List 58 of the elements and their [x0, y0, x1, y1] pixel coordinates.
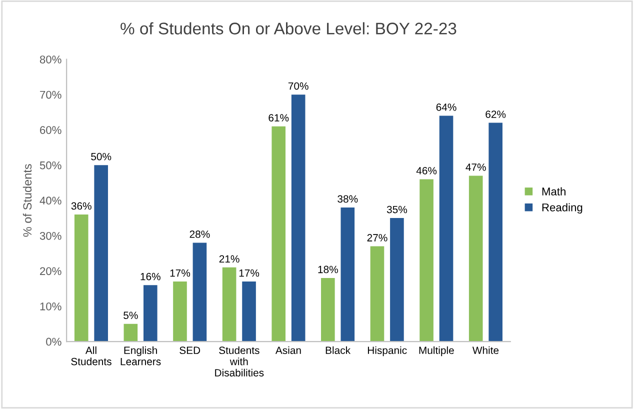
- data-label: 46%: [416, 167, 437, 174]
- y-tick-label: 80%: [40, 56, 62, 64]
- bar: [124, 324, 138, 342]
- bar: [321, 278, 335, 342]
- data-label: 16%: [140, 272, 160, 280]
- bar: [468, 176, 483, 342]
- data-label: 36%: [71, 202, 92, 210]
- bar: [488, 122, 502, 342]
- data-label: 27%: [367, 234, 388, 242]
- bar: [439, 116, 454, 342]
- y-tick-label: 50%: [40, 161, 62, 170]
- x-tick-label: Students with Disabilities: [215, 346, 264, 376]
- x-tick-label: All Students: [71, 346, 112, 366]
- bar: [291, 94, 306, 342]
- x-tick-label: English Learners: [120, 346, 161, 366]
- bar: [370, 246, 384, 342]
- y-axis-title: % of Students: [22, 164, 32, 237]
- data-label: 38%: [338, 195, 358, 203]
- x-tick-label: Black: [326, 346, 351, 354]
- data-label: 5%: [124, 312, 138, 320]
- x-tick-label: Multiple: [419, 346, 454, 356]
- bar: [390, 218, 404, 342]
- bar: [74, 214, 88, 342]
- bar: [340, 207, 355, 342]
- bar: [192, 242, 207, 342]
- data-label: 70%: [288, 82, 308, 90]
- data-label: 28%: [190, 230, 210, 238]
- y-tick-label: 0%: [46, 338, 62, 346]
- chart-title: % of Students On or Above Level: BOY 22-23: [120, 22, 456, 34]
- bar: [94, 165, 108, 342]
- x-tick-label: SED: [180, 346, 200, 354]
- y-tick-label: 20%: [40, 267, 62, 276]
- data-label: 50%: [91, 152, 112, 160]
- y-tick-label: 40%: [40, 196, 62, 205]
- data-label: 18%: [318, 266, 338, 274]
- data-label: 17%: [170, 269, 190, 277]
- bar: [242, 282, 256, 342]
- y-tick-label: 60%: [40, 126, 62, 134]
- bar: [222, 267, 236, 342]
- data-label: 21%: [219, 255, 240, 263]
- y-tick-label: 70%: [40, 90, 62, 99]
- data-label: 47%: [466, 164, 486, 171]
- data-label: 62%: [486, 110, 506, 118]
- legend-label: Math: [542, 187, 566, 196]
- legend-label: Reading: [542, 203, 582, 214]
- y-tick-label: 10%: [40, 302, 62, 310]
- data-label: 35%: [386, 206, 408, 214]
- data-label: 61%: [268, 114, 289, 122]
- data-label: 17%: [239, 269, 260, 277]
- x-tick-label: Hispanic: [368, 346, 407, 356]
- bar: [272, 126, 286, 342]
- x-tick-label: Asian: [275, 346, 301, 354]
- bar: [173, 282, 187, 342]
- y-tick-label: 30%: [40, 232, 62, 240]
- bar: [143, 285, 158, 342]
- data-label: 64%: [436, 104, 456, 111]
- x-tick-label: White: [472, 346, 499, 354]
- bar: [420, 179, 434, 342]
